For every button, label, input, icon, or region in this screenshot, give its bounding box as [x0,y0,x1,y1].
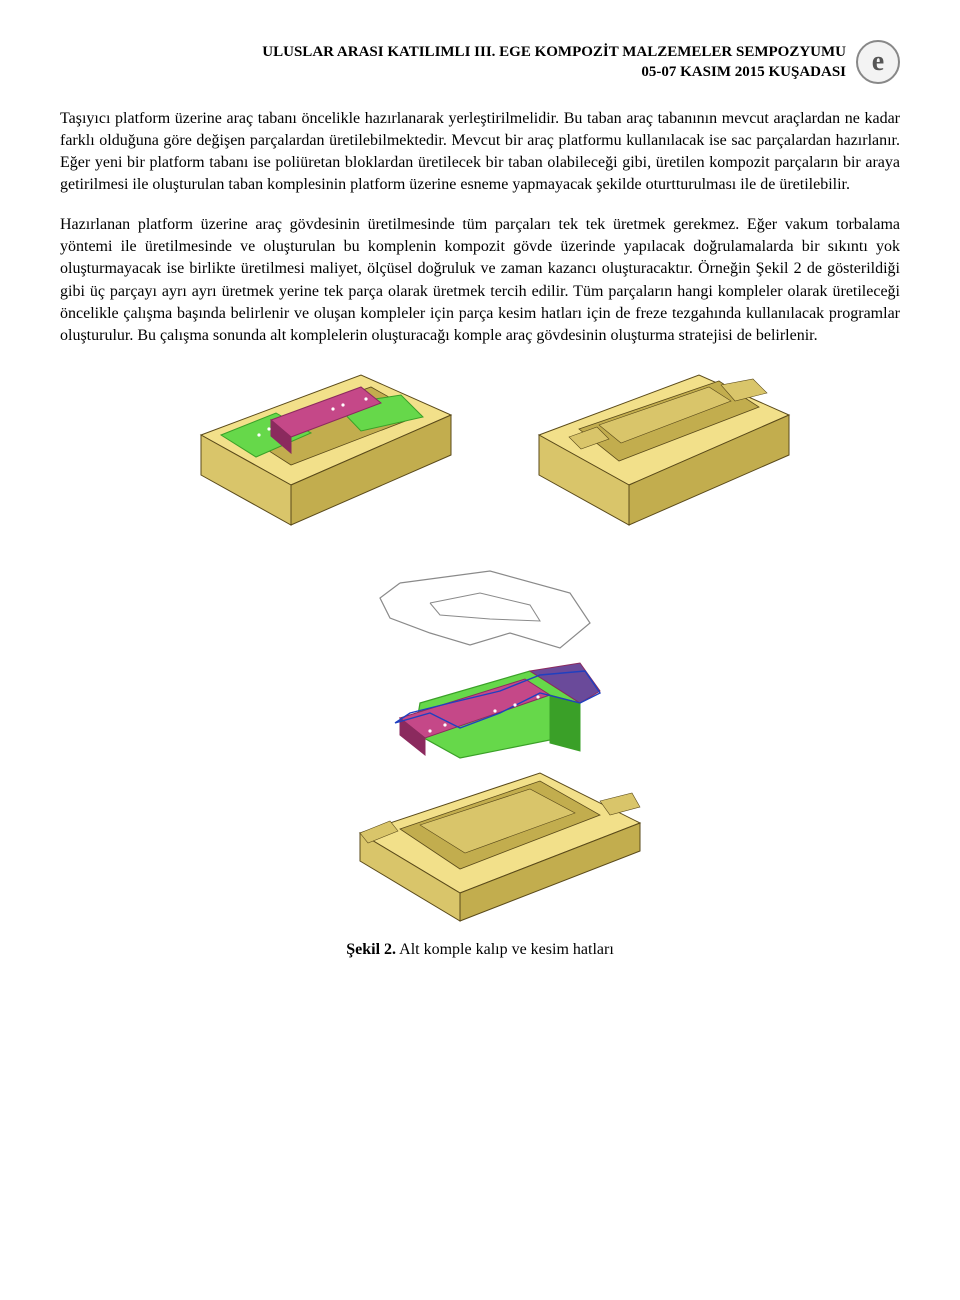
header-line2: 05-07 KASIM 2015 KUŞADASI [262,62,846,82]
conference-logo-icon: e [856,40,900,84]
page-header: ULUSLAR ARASI KATILIMLI III. EGE KOMPOZİ… [60,40,900,84]
header-text: ULUSLAR ARASI KATILIMLI III. EGE KOMPOZİ… [262,42,846,83]
paragraph-1: Taşıyıcı platform üzerine araç tabanı ön… [60,108,900,196]
figure-caption: Şekil 2. Alt komple kalıp ve kesim hatla… [60,941,900,959]
figure-caption-label: Şekil 2. [346,941,396,958]
mold-top-left [161,365,461,535]
paragraph-2: Hazırlanan platform üzerine araç gövdesi… [60,214,900,346]
mold-top-right [509,365,799,535]
header-line1: ULUSLAR ARASI KATILIMLI III. EGE KOMPOZİ… [262,42,846,62]
figure-top-row [161,365,799,535]
figure-2 [60,365,900,923]
figure-caption-text: Alt komple kalıp ve kesim hatları [396,941,614,958]
mold-bottom-exploded [280,563,680,923]
